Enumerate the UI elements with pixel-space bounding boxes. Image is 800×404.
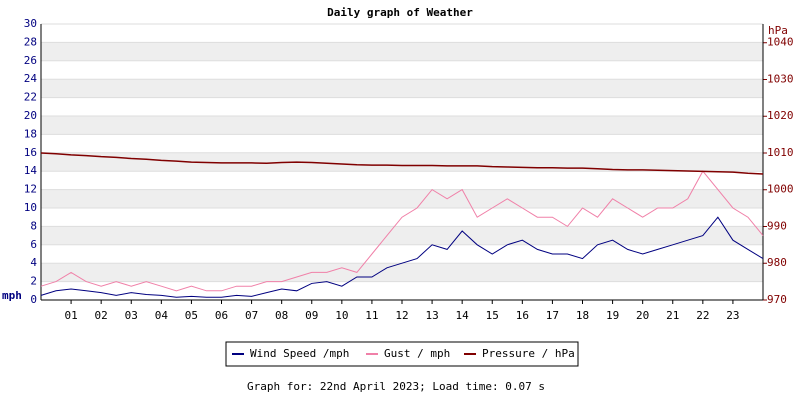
x-tick-label: 18 [576, 309, 589, 322]
y-tick-label: 20 [24, 109, 37, 122]
x-tick-label: 22 [696, 309, 709, 322]
y-tick-label: 14 [24, 164, 38, 177]
legend-label: Pressure / hPa [482, 347, 575, 360]
x-tick-label: 21 [666, 309, 679, 322]
x-tick-label: 17 [546, 309, 559, 322]
grid-band [41, 42, 763, 61]
y-tick-label: 8 [30, 219, 37, 232]
footer: Graph for: 22nd April 2023; Load time: 0… [247, 380, 545, 393]
legend-box [225, 341, 579, 367]
x-tick-label: 08 [275, 309, 288, 322]
x-tick-label: 14 [456, 309, 470, 322]
y2-tick-label: 1000 [767, 183, 794, 196]
chart-title: Daily graph of Weather [327, 6, 473, 19]
y-tick-label: 30 [24, 17, 37, 30]
y-tick-label: 10 [24, 201, 37, 214]
x-tick-label: 16 [516, 309, 529, 322]
x-tick-label: 09 [305, 309, 318, 322]
y2-tick-label: 970 [767, 293, 787, 306]
x-tick-label: 13 [425, 309, 438, 322]
x-tick-label: 07 [245, 309, 258, 322]
y-tick-label: 2 [30, 275, 37, 288]
grid-band [41, 263, 763, 282]
y2-axis-label: hPa [768, 24, 788, 37]
y-axis-label: mph [2, 289, 22, 302]
y-tick-label: 28 [24, 35, 37, 48]
y-tick-label: 16 [24, 146, 37, 159]
grid-band [41, 79, 763, 98]
grid-band [41, 152, 763, 172]
y-tick-label: 0 [30, 293, 37, 306]
legend-label: Wind Speed /mph [250, 347, 349, 360]
y2-tick-label: 990 [767, 219, 787, 232]
y-tick-label: 18 [24, 127, 37, 140]
y2-tick-label: 1040 [767, 36, 794, 49]
x-tick-label: 20 [636, 309, 649, 322]
y2-tick-label: 1020 [767, 109, 794, 122]
x-tick-label: 23 [726, 309, 739, 322]
x-tick-label: 06 [215, 309, 228, 322]
x-tick-label: 10 [335, 309, 348, 322]
y2-tick-label: 980 [767, 256, 787, 269]
x-tick-label: 15 [486, 309, 499, 322]
y-tick-label: 26 [24, 54, 37, 67]
x-tick-label: 02 [95, 309, 108, 322]
y2-tick-label: 1030 [767, 72, 794, 85]
y2-tick-label: 1010 [767, 146, 794, 159]
y-tick-label: 12 [24, 183, 37, 196]
grid-band [41, 226, 763, 245]
grid-band [41, 189, 763, 208]
x-tick-label: 11 [365, 309, 378, 322]
x-tick-label: 05 [185, 309, 198, 322]
series-line [40, 170, 764, 292]
grid-band [41, 116, 763, 135]
y-tick-label: 24 [24, 72, 38, 85]
y-tick-label: 4 [30, 256, 37, 269]
y-tick-label: 22 [24, 91, 37, 104]
x-tick-label: 12 [395, 309, 408, 322]
series-line [40, 216, 764, 298]
x-tick-label: 03 [125, 309, 138, 322]
y-tick-label: 6 [30, 238, 37, 251]
legend-label: Gust / mph [384, 347, 450, 360]
x-tick-label: 19 [606, 309, 619, 322]
x-tick-label: 04 [155, 309, 169, 322]
x-tick-label: 01 [64, 309, 77, 322]
series-line [40, 152, 764, 175]
